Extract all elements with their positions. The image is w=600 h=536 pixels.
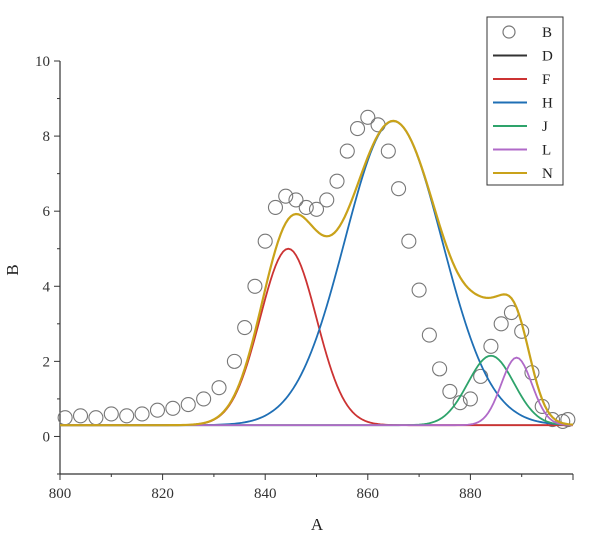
data-point	[298, 199, 314, 215]
y-tick-label: 0	[43, 429, 51, 445]
y-tick-label: 8	[43, 129, 51, 145]
data-point	[247, 278, 263, 294]
series-layer	[57, 109, 576, 429]
data-point	[432, 361, 448, 377]
legend-label: B	[542, 25, 552, 41]
data-point	[165, 400, 181, 416]
data-point	[72, 408, 89, 424]
y-tick-label: 4	[43, 279, 51, 295]
y-tick-label: 2	[43, 354, 51, 370]
legend-label: D	[542, 49, 553, 65]
data-point	[360, 109, 376, 125]
data-point	[134, 406, 150, 422]
legend-label: H	[542, 96, 553, 112]
data-point	[237, 320, 253, 336]
legend-label: F	[542, 72, 550, 88]
data-point	[401, 233, 417, 249]
data-point	[308, 201, 325, 217]
data-point	[196, 391, 212, 407]
data-point	[483, 338, 499, 354]
data-point	[560, 412, 576, 428]
data-point	[119, 408, 135, 424]
data-point	[544, 412, 561, 428]
data-point	[380, 143, 396, 159]
x-axis-title: A	[311, 515, 324, 534]
data-point	[349, 121, 366, 137]
data-point	[339, 143, 355, 159]
data-point	[103, 406, 119, 422]
x-tick-label: 880	[459, 486, 482, 502]
legend-box	[486, 16, 564, 186]
data-point	[257, 233, 273, 249]
legend-swatch	[502, 25, 516, 39]
data-point	[473, 368, 489, 384]
data-point	[462, 391, 478, 407]
data-point	[88, 410, 104, 426]
data-point	[391, 181, 407, 197]
y-tick-label: 6	[43, 204, 51, 220]
data-point	[267, 199, 284, 215]
legend-label: N	[542, 166, 553, 182]
x-tick-label: 820	[151, 486, 174, 502]
data-point	[211, 380, 227, 396]
y-tick-label: 10	[35, 54, 50, 70]
data-point	[493, 316, 509, 332]
data-point	[149, 402, 166, 418]
data-point	[288, 192, 304, 208]
data-point	[370, 117, 386, 133]
data-point	[421, 327, 437, 343]
legend-label: L	[542, 143, 551, 159]
x-tick-label: 840	[254, 486, 277, 502]
legend-label: J	[542, 119, 548, 135]
data-point	[411, 282, 427, 298]
data-point	[319, 192, 335, 208]
series-n-line	[60, 119, 574, 427]
data-point	[180, 396, 196, 413]
data-point	[442, 383, 458, 399]
ticks-layer: 0 2 4 6 8 10 800 820 840 860 880	[35, 54, 574, 502]
data-point	[226, 353, 242, 369]
y-axis-title: B	[3, 264, 22, 275]
x-tick-label: 800	[49, 486, 72, 502]
data-point	[329, 173, 345, 189]
data-point	[278, 188, 294, 204]
x-tick-label: 860	[357, 486, 380, 502]
